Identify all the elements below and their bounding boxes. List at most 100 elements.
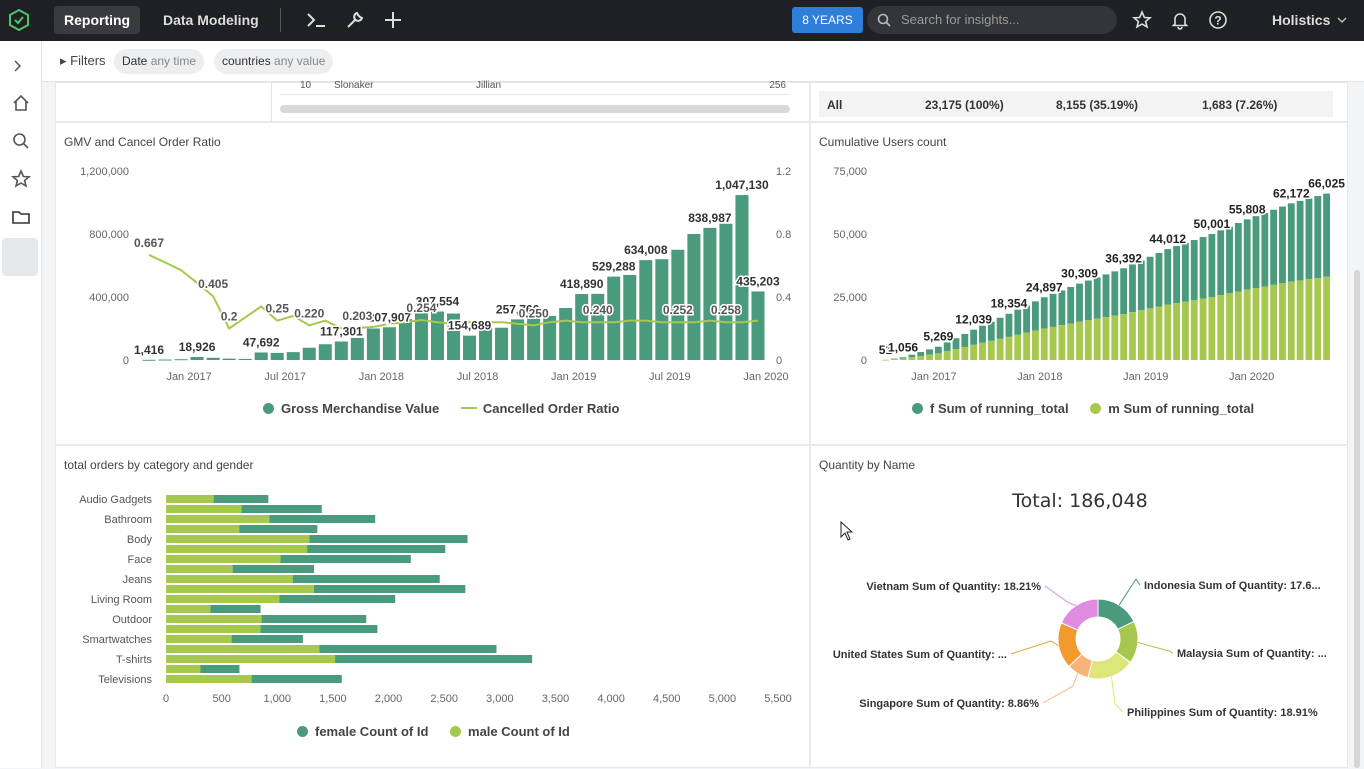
- m-running-total-bar: [1182, 301, 1189, 360]
- search-input[interactable]: Search for insights...: [867, 6, 1117, 34]
- legend-dot: [297, 726, 308, 737]
- legend-item-male[interactable]: male Count of Id: [450, 724, 570, 739]
- cumulative-users-chart[interactable]: 0 25,000 50,000 75,000 Jan 2017 Jan 2018 Jan 2…: [811, 123, 1349, 393]
- y2-tick-label: 0.8: [776, 229, 791, 241]
- f-running-total-bar: [1058, 290, 1066, 326]
- help-icon[interactable]: ?: [1208, 10, 1228, 30]
- male-count-bar: [166, 665, 201, 673]
- gmv-bar: [446, 313, 461, 360]
- pie-slice-label: Malaysia Sum of Quantity: ...: [1177, 648, 1327, 660]
- f-running-total-bar: [1305, 198, 1313, 280]
- male-count-bar: [166, 515, 270, 523]
- male-count-bar: [166, 655, 336, 663]
- home-icon[interactable]: [11, 93, 31, 113]
- wrench-icon[interactable]: [345, 10, 365, 30]
- x-tick-label: 1,000: [264, 693, 292, 705]
- date-filter-chip[interactable]: Date any time: [114, 49, 205, 74]
- f-running-total-bar: [890, 358, 898, 360]
- male-count-bar: [166, 525, 240, 533]
- folder-icon[interactable]: [11, 207, 31, 227]
- female-count-bar: [166, 645, 497, 653]
- m-running-total-bar: [1314, 278, 1322, 360]
- bar-data-label: 435,203: [736, 274, 780, 288]
- x-tick-label: 2,500: [430, 693, 458, 705]
- countries-filter-chip[interactable]: countries any value: [214, 49, 334, 74]
- years-button[interactable]: 8 YEARS: [792, 7, 863, 33]
- orders-chart[interactable]: Audio Gadgets Bathroom Body Face Jeans Living…: [56, 446, 811, 716]
- bar-data-label: 62,172: [1273, 186, 1310, 200]
- f-running-total-bar: [926, 349, 933, 355]
- star-icon[interactable]: [11, 169, 31, 189]
- female-count-bar: [166, 575, 440, 583]
- male-count-bar: [166, 575, 293, 583]
- m-running-total-bar: [934, 353, 942, 360]
- bell-icon[interactable]: [1170, 10, 1190, 30]
- legend-item-gmv[interactable]: Gross Merchandise Value: [263, 401, 439, 416]
- filters-toggle[interactable]: ▸ Filters: [60, 53, 106, 69]
- legend-item-cancel-ratio[interactable]: Cancelled Order Ratio: [460, 401, 619, 416]
- bar-data-label: 1,056: [888, 340, 918, 354]
- m-running-total-bar: [1076, 321, 1083, 360]
- gmv-bar: [575, 294, 589, 360]
- legend-item-female[interactable]: female Count of Id: [297, 724, 428, 739]
- terminal-icon[interactable]: [306, 10, 326, 30]
- female-count-bar: [166, 555, 411, 563]
- y-tick-label: 1,200,000: [80, 166, 129, 178]
- female-count-bar: [166, 665, 240, 673]
- gmv-bar: [623, 274, 637, 360]
- m-running-total-bar: [890, 359, 898, 360]
- legend-item-f[interactable]: f Sum of running_total: [912, 401, 1069, 416]
- plus-icon[interactable]: [383, 10, 403, 30]
- summary-value: 1,683 (7.26%): [1202, 98, 1278, 112]
- search-icon[interactable]: [11, 131, 31, 151]
- category-label: Living Room: [91, 594, 152, 606]
- female-count-bar: [166, 565, 314, 573]
- bar-data-label: 154,689: [448, 319, 492, 333]
- gmv-panel: GMV and Cancel Order Ratio 0 400,000 800,0…: [55, 122, 810, 445]
- user-menu[interactable]: Holistics: [1272, 12, 1331, 28]
- m-running-total-bar: [979, 342, 986, 360]
- f-running-total-bar: [1314, 196, 1322, 279]
- legend-label: m Sum of running_total: [1108, 401, 1255, 416]
- legend-item-m[interactable]: m Sum of running_total: [1090, 401, 1254, 416]
- bar-data-label: 838,987: [688, 211, 732, 225]
- pie-leader-line: [1118, 578, 1141, 606]
- y-tick-label: 400,000: [89, 292, 129, 304]
- pie-leader-line: [1044, 585, 1077, 606]
- sidebar-item-browse[interactable]: [2, 238, 38, 276]
- pie-slice-label: Indonesia Sum of Quantity: 17.6...: [1144, 580, 1321, 592]
- panel-title: Quantity by Name: [819, 458, 916, 472]
- chevron-down-icon[interactable]: [1336, 15, 1348, 25]
- m-running-total-bar: [1323, 276, 1330, 360]
- f-running-total-bar: [899, 357, 907, 359]
- m-running-total-bar: [952, 349, 960, 360]
- page-scrollbar[interactable]: [1354, 270, 1360, 768]
- bar-data-label: 18,354: [991, 297, 1028, 311]
- m-running-total-bar: [1129, 312, 1136, 360]
- legend-dot: [450, 726, 462, 737]
- gmv-chart[interactable]: 0 400,000 800,000 1,200,000 0 0.4 0.8 1.2 Jan 20…: [56, 123, 811, 393]
- x-tick-label: 3,500: [542, 693, 570, 705]
- bar-data-label: 1,416: [134, 343, 164, 357]
- m-running-total-bar: [1120, 314, 1128, 360]
- tab-data-modeling[interactable]: Data Modeling: [163, 12, 259, 28]
- bar-data-label: 5,269: [923, 330, 953, 344]
- tab-reporting[interactable]: Reporting: [54, 6, 141, 34]
- f-running-total-bar: [1287, 203, 1295, 282]
- star-icon[interactable]: [1132, 10, 1152, 30]
- x-tick-label: 4,500: [653, 693, 681, 705]
- m-running-total-bar: [1270, 284, 1278, 360]
- female-count-bar: [166, 635, 303, 643]
- category-label: Audio Gadgets: [79, 494, 152, 506]
- y2-tick-label: 1.2: [776, 166, 791, 178]
- horizontal-scrollbar[interactable]: [280, 105, 790, 113]
- quantity-donut-chart[interactable]: Indonesia Sum of Quantity: 17.6... Malays…: [811, 446, 1349, 769]
- legend-dot: [263, 403, 274, 414]
- holistics-logo-icon[interactable]: [9, 9, 29, 31]
- m-running-total-bar: [943, 351, 951, 360]
- f-running-total-bar: [1199, 237, 1207, 299]
- gmv-bar: [398, 319, 412, 360]
- expand-sidebar-icon[interactable]: [11, 56, 31, 76]
- table-panel: 10 Slonaker Jillian 256: [55, 80, 810, 123]
- m-running-total-bar: [1093, 318, 1101, 360]
